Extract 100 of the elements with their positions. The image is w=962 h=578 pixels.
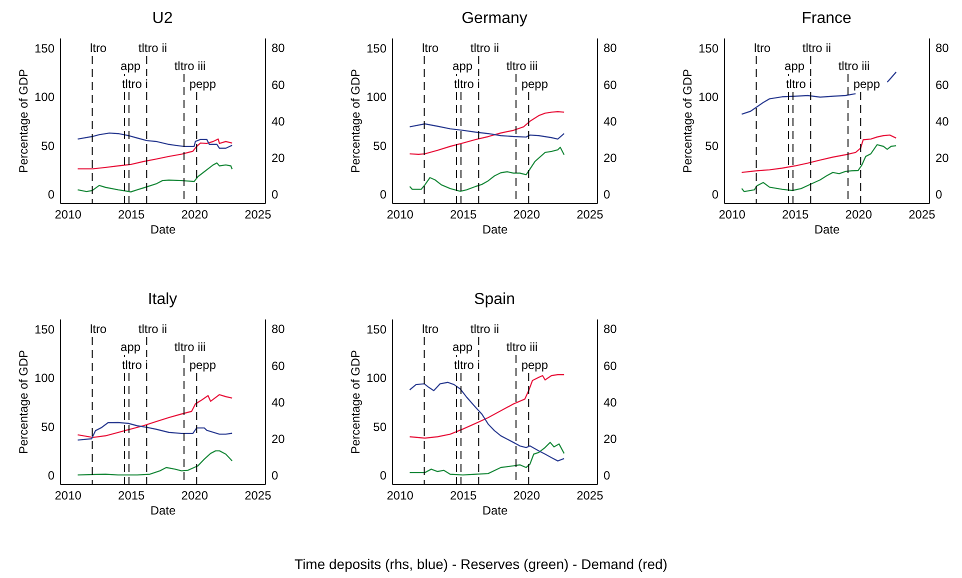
y-axis-title: Percentage of GDP xyxy=(680,68,694,174)
ref-line-label: ltro xyxy=(422,41,439,55)
ref-line-label: tltro i xyxy=(122,77,148,91)
y2-tick-label: 60 xyxy=(936,78,950,92)
y-tick-label: 0 xyxy=(712,188,719,202)
ref-line-label: pepp xyxy=(853,77,880,91)
chart-title: Germany xyxy=(462,10,528,27)
y-tick-label: 150 xyxy=(34,322,55,336)
y2-tick-label: 0 xyxy=(936,188,942,202)
x-tick-label: 2020 xyxy=(513,488,540,502)
chart-title: Italy xyxy=(148,291,178,308)
x-axis-title: Date xyxy=(814,222,840,236)
ref-line-label: ltro xyxy=(90,322,107,336)
ref-line-label: pepp xyxy=(189,77,216,91)
y-tick-label: 100 xyxy=(34,90,55,104)
y2-tick-label: 60 xyxy=(272,78,286,92)
y-tick-label: 100 xyxy=(366,371,387,386)
ref-line-label: tltro ii xyxy=(470,41,500,55)
ref-line-label: pepp xyxy=(189,358,216,372)
x-tick-label: 2015 xyxy=(118,208,146,222)
y2-tick-label: 80 xyxy=(604,322,618,336)
y2-tick-label: 0 xyxy=(604,188,610,202)
ref-line-label: tltro iii xyxy=(174,340,206,354)
y-tick-label: 100 xyxy=(34,371,55,386)
y-axis-title: Percentage of GDP xyxy=(348,68,362,174)
y-tick-label: 0 xyxy=(48,468,55,483)
y-tick-label: 50 xyxy=(41,420,55,434)
x-tick-label: 2025 xyxy=(908,208,936,222)
x-tick-label: 2015 xyxy=(450,488,478,502)
y-tick-label: 50 xyxy=(705,138,719,153)
y-axis-title: Percentage of GDP xyxy=(16,350,30,454)
y-axis-title: Percentage of GDP xyxy=(16,68,30,174)
y-tick-label: 0 xyxy=(380,468,387,483)
x-tick-label: 2025 xyxy=(576,488,604,502)
ref-line-label: ltro xyxy=(422,322,439,336)
y-tick-label: 0 xyxy=(48,188,55,202)
ref-line-label: tltro i xyxy=(122,358,148,372)
x-tick-label: 2020 xyxy=(845,208,872,222)
y-tick-label: 150 xyxy=(698,41,719,56)
ref-line-label: tltro i xyxy=(454,77,480,91)
y2-tick-label: 20 xyxy=(272,151,286,166)
x-tick-label: 2010 xyxy=(386,208,414,222)
chart-title: France xyxy=(802,10,852,27)
y2-tick-label: 60 xyxy=(604,78,618,92)
y2-tick-label: 80 xyxy=(272,41,286,56)
x-tick-label: 2025 xyxy=(576,208,604,222)
ref-line-label: tltro ii xyxy=(138,41,168,55)
chart-title: U2 xyxy=(152,10,173,27)
y2-tick-label: 40 xyxy=(604,395,618,410)
x-tick-label: 2020 xyxy=(513,208,540,222)
ref-line-label: pepp xyxy=(521,358,548,372)
x-tick-label: 2010 xyxy=(54,208,82,222)
x-tick-label: 2025 xyxy=(244,488,272,502)
y-axis-title: Percentage of GDP xyxy=(348,350,362,454)
y2-tick-label: 20 xyxy=(936,151,950,166)
x-axis-title: Date xyxy=(150,222,176,236)
y-tick-label: 50 xyxy=(373,420,387,434)
y2-tick-label: 20 xyxy=(604,151,618,166)
ref-line-label: tltro iii xyxy=(838,59,870,73)
x-axis-title: Date xyxy=(150,504,176,518)
x-tick-label: 2020 xyxy=(181,208,208,222)
ref-line-label: tltro i xyxy=(786,77,812,91)
x-axis-title: Date xyxy=(482,222,508,236)
x-tick-label: 2015 xyxy=(782,208,810,222)
y2-tick-label: 0 xyxy=(604,468,610,483)
ref-line-label: tltro iii xyxy=(506,340,538,354)
ref-line-label: tltro iii xyxy=(506,59,538,73)
y2-tick-label: 40 xyxy=(604,114,618,128)
x-tick-label: 2020 xyxy=(181,488,208,502)
ref-line-label: ltro xyxy=(90,41,107,55)
ref-line-label: tltro i xyxy=(454,358,480,372)
y-tick-label: 100 xyxy=(366,90,387,104)
x-tick-label: 2010 xyxy=(718,208,746,222)
y2-tick-label: 40 xyxy=(936,114,950,128)
x-tick-label: 2015 xyxy=(450,208,478,222)
y-tick-label: 0 xyxy=(380,188,387,202)
ref-line-label: app xyxy=(120,59,141,73)
y2-tick-label: 80 xyxy=(272,322,286,336)
ref-line-label: app xyxy=(452,340,473,354)
x-tick-label: 2010 xyxy=(54,488,82,502)
ref-line-label: app xyxy=(452,59,473,73)
y-tick-label: 150 xyxy=(34,41,55,56)
ref-line-label: tltro ii xyxy=(802,41,832,55)
ref-line-label: pepp xyxy=(521,77,548,91)
y-tick-label: 100 xyxy=(698,90,719,104)
x-tick-label: 2015 xyxy=(118,488,146,502)
x-tick-label: 2010 xyxy=(386,488,414,502)
x-axis-title: Date xyxy=(482,504,508,518)
y2-tick-label: 60 xyxy=(272,358,286,373)
ref-line-label: app xyxy=(784,59,805,73)
y2-tick-label: 40 xyxy=(272,395,286,410)
y-tick-label: 50 xyxy=(41,138,55,153)
y2-tick-label: 60 xyxy=(604,358,618,373)
ref-line-label: tltro ii xyxy=(138,322,168,336)
y2-tick-label: 0 xyxy=(272,468,278,483)
ref-line-label: tltro ii xyxy=(470,322,500,336)
ref-line-label: tltro iii xyxy=(174,59,206,73)
x-tick-label: 2025 xyxy=(244,208,272,222)
ref-line-label: app xyxy=(120,340,141,354)
y2-tick-label: 40 xyxy=(272,114,286,128)
